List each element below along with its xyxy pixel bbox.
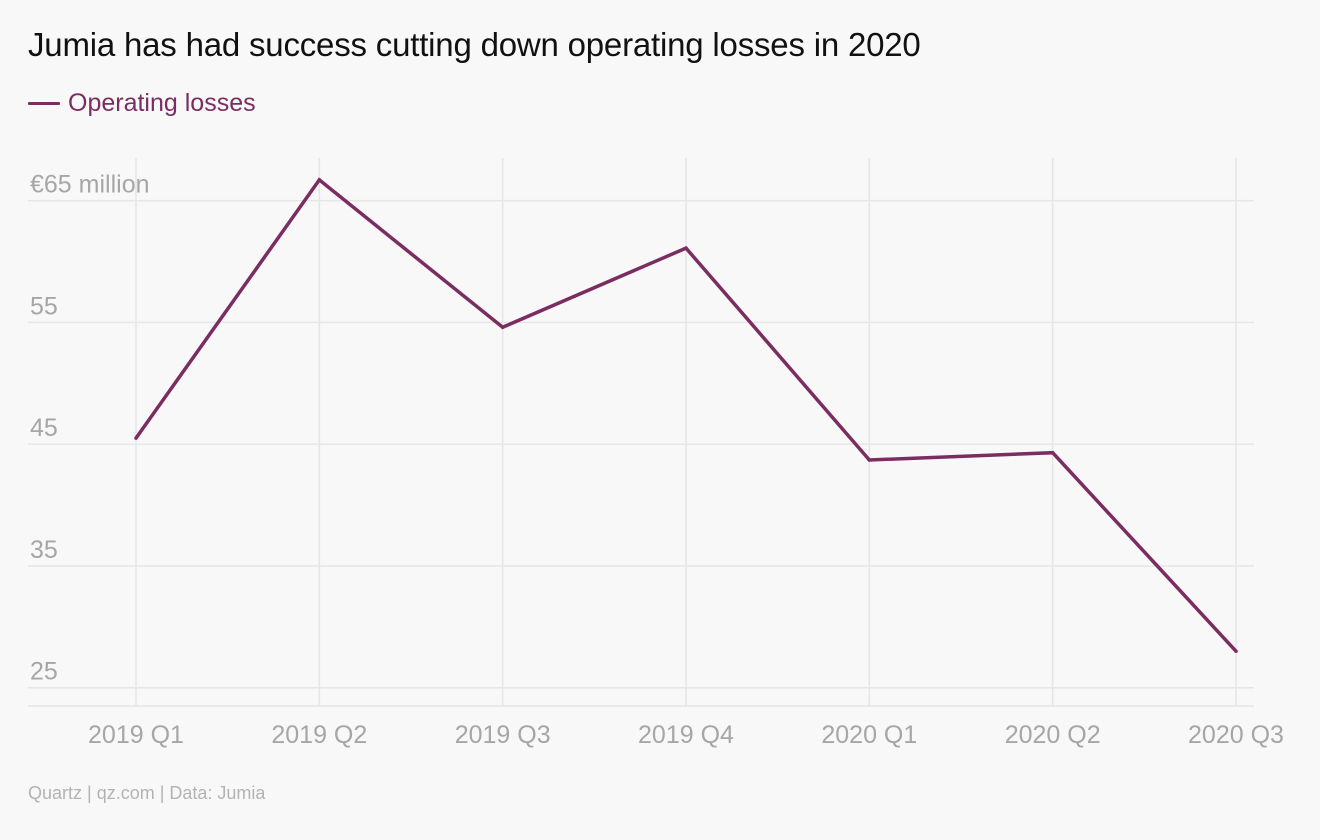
x-tick-label: 2020 Q1 [821, 721, 917, 749]
data-point [134, 436, 138, 440]
x-tick-label: 2020 Q2 [1005, 721, 1101, 749]
data-point [1234, 649, 1238, 653]
data-point [500, 325, 505, 330]
series-layer [134, 177, 1238, 653]
gridlines [28, 158, 1254, 707]
data-point [684, 246, 688, 250]
y-tick-label: 35 [30, 536, 58, 564]
data-point [317, 178, 322, 182]
chart-title: Jumia has had success cutting down opera… [28, 26, 921, 63]
x-tick-label: 2020 Q3 [1188, 721, 1284, 749]
x-tick-label: 2019 Q2 [271, 721, 367, 749]
y-tick-label: 25 [30, 658, 58, 686]
y-axis-tick-labels: 25 35 45 55 €65 million [30, 171, 150, 686]
data-point [1050, 450, 1055, 455]
x-tick-label: 2019 Q1 [88, 721, 184, 749]
data-point [867, 458, 872, 462]
y-tick-label: 55 [30, 292, 58, 320]
legend: Operating losses [28, 89, 256, 118]
x-tick-label: 2019 Q3 [455, 721, 551, 749]
y-tick-label: 45 [30, 414, 58, 442]
legend-swatch [28, 102, 60, 105]
y-tick-label: €65 million [30, 171, 150, 199]
source-footer: Quartz | qz.com | Data: Jumia [28, 783, 266, 803]
x-axis-tick-labels: 2019 Q1 2019 Q2 2019 Q3 2019 Q4 2020 Q1 2020 … [88, 721, 1284, 749]
legend-label: Operating losses [68, 89, 256, 117]
x-tick-label: 2019 Q4 [638, 721, 734, 749]
